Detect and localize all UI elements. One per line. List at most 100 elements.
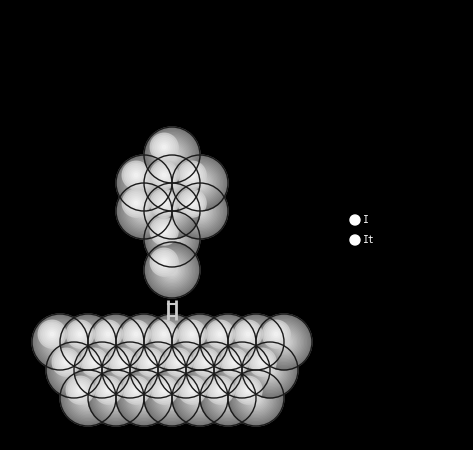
- Circle shape: [103, 329, 114, 339]
- Circle shape: [245, 331, 252, 338]
- Circle shape: [152, 163, 192, 202]
- Circle shape: [213, 383, 227, 397]
- Circle shape: [232, 360, 236, 364]
- Circle shape: [232, 374, 280, 422]
- Circle shape: [158, 384, 186, 412]
- Circle shape: [139, 351, 177, 390]
- Circle shape: [214, 328, 242, 356]
- Circle shape: [189, 200, 196, 207]
- Circle shape: [194, 337, 206, 347]
- Circle shape: [112, 394, 120, 402]
- Circle shape: [152, 250, 192, 290]
- Circle shape: [180, 191, 204, 216]
- Circle shape: [148, 318, 196, 366]
- Circle shape: [157, 140, 171, 154]
- Circle shape: [186, 342, 242, 398]
- Circle shape: [183, 166, 217, 200]
- Circle shape: [64, 360, 84, 380]
- Circle shape: [171, 341, 174, 343]
- Circle shape: [71, 325, 105, 359]
- Circle shape: [52, 348, 80, 376]
- Circle shape: [184, 167, 215, 198]
- Circle shape: [162, 173, 182, 193]
- Circle shape: [215, 329, 241, 355]
- Circle shape: [190, 173, 210, 193]
- Circle shape: [241, 369, 244, 371]
- Circle shape: [127, 382, 145, 399]
- Circle shape: [159, 329, 169, 339]
- Circle shape: [178, 376, 206, 404]
- Circle shape: [122, 376, 150, 404]
- Circle shape: [162, 346, 210, 394]
- Circle shape: [154, 366, 162, 374]
- Circle shape: [169, 395, 175, 401]
- Circle shape: [131, 198, 141, 208]
- Circle shape: [156, 382, 173, 399]
- Circle shape: [148, 187, 196, 235]
- Circle shape: [113, 395, 119, 401]
- Circle shape: [242, 342, 298, 398]
- Circle shape: [139, 337, 149, 347]
- Circle shape: [122, 189, 166, 234]
- Circle shape: [131, 329, 141, 339]
- Circle shape: [96, 378, 136, 418]
- Circle shape: [215, 343, 269, 396]
- Circle shape: [201, 371, 254, 425]
- Circle shape: [159, 329, 184, 355]
- Circle shape: [175, 158, 225, 208]
- Circle shape: [133, 345, 183, 395]
- Circle shape: [161, 228, 167, 234]
- Circle shape: [206, 320, 234, 348]
- Circle shape: [221, 349, 263, 391]
- Circle shape: [54, 350, 79, 374]
- Circle shape: [133, 331, 155, 353]
- Circle shape: [227, 396, 229, 400]
- Circle shape: [157, 224, 187, 254]
- Circle shape: [132, 200, 140, 207]
- Circle shape: [66, 362, 82, 378]
- Circle shape: [267, 325, 301, 359]
- Circle shape: [210, 380, 246, 416]
- Circle shape: [164, 348, 192, 376]
- Circle shape: [119, 359, 126, 366]
- Circle shape: [161, 172, 183, 194]
- Circle shape: [110, 351, 149, 390]
- Circle shape: [194, 177, 206, 189]
- Circle shape: [179, 363, 193, 377]
- Text: It: It: [363, 235, 375, 245]
- Circle shape: [154, 193, 175, 214]
- Circle shape: [134, 388, 138, 392]
- Circle shape: [255, 355, 269, 369]
- Circle shape: [79, 347, 124, 392]
- Circle shape: [92, 360, 112, 380]
- Circle shape: [127, 166, 161, 200]
- Circle shape: [89, 371, 142, 425]
- Circle shape: [137, 176, 151, 190]
- Circle shape: [109, 391, 123, 405]
- Circle shape: [124, 378, 149, 402]
- Circle shape: [168, 394, 176, 402]
- Circle shape: [175, 317, 225, 367]
- Circle shape: [210, 380, 231, 400]
- Circle shape: [81, 349, 123, 391]
- Circle shape: [70, 324, 106, 360]
- Circle shape: [72, 327, 104, 357]
- Circle shape: [187, 385, 212, 410]
- Circle shape: [64, 360, 68, 364]
- Circle shape: [165, 391, 179, 405]
- Circle shape: [137, 391, 151, 405]
- Circle shape: [142, 355, 174, 385]
- Circle shape: [95, 363, 109, 377]
- Circle shape: [147, 130, 197, 180]
- Circle shape: [168, 352, 204, 388]
- Circle shape: [129, 369, 131, 371]
- Circle shape: [51, 333, 54, 336]
- Circle shape: [124, 191, 149, 216]
- Circle shape: [42, 324, 78, 360]
- Circle shape: [267, 325, 285, 343]
- Circle shape: [120, 318, 168, 366]
- Circle shape: [257, 357, 267, 367]
- Circle shape: [150, 248, 178, 276]
- Circle shape: [126, 366, 134, 374]
- Circle shape: [161, 259, 167, 266]
